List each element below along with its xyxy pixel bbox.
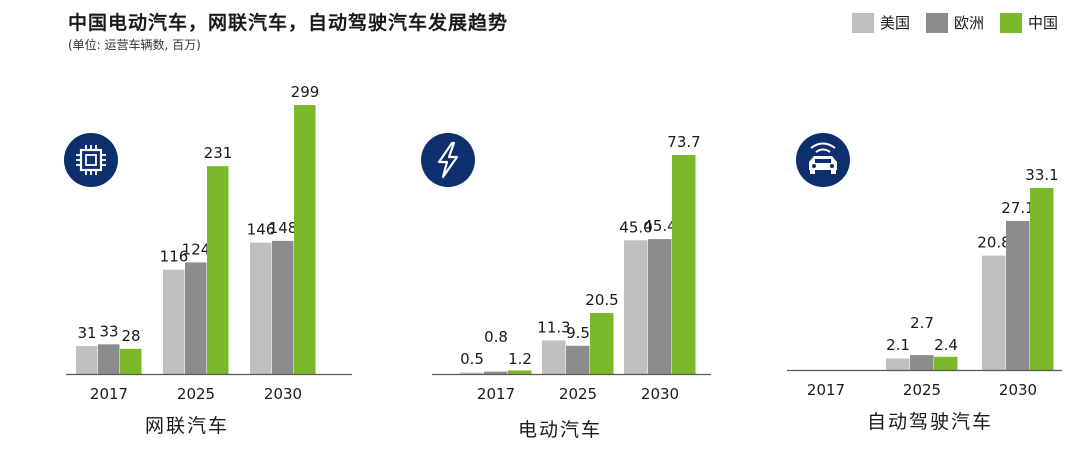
chart-title: 电动汽车 — [518, 419, 602, 441]
bar — [672, 155, 696, 374]
bar — [484, 371, 508, 374]
data-label: 1.2 — [508, 350, 532, 368]
bar — [624, 240, 648, 374]
data-label: 148 — [269, 219, 298, 237]
x-tick-label: 2025 — [559, 385, 597, 403]
data-label: 20.5 — [585, 291, 618, 309]
data-label: 299 — [291, 83, 320, 101]
bar — [120, 348, 142, 374]
car-windshield — [815, 159, 831, 163]
data-label: 73.7 — [667, 133, 700, 151]
data-label: 0.8 — [484, 328, 508, 346]
legend: 美国 欧洲 中国 — [851, 12, 1058, 33]
data-label: 28 — [121, 327, 140, 345]
bar — [590, 313, 614, 374]
bar — [934, 356, 958, 370]
legend-label-china: 中国 — [1027, 14, 1058, 32]
legend-swatch-europe — [925, 12, 948, 33]
bar — [207, 166, 229, 374]
bar — [250, 242, 272, 374]
x-tick-label: 2030 — [264, 385, 302, 403]
bar — [648, 239, 672, 374]
data-label: 2.1 — [886, 336, 910, 354]
data-label: 27.1 — [1001, 199, 1034, 217]
legend-label-europe: 欧洲 — [953, 14, 984, 32]
bar — [886, 358, 910, 370]
data-label: 2.7 — [910, 314, 934, 332]
legend-item-europe: 欧洲 — [925, 12, 984, 33]
data-label: 33 — [99, 322, 118, 340]
bar — [460, 372, 484, 374]
car-wheel — [831, 170, 836, 174]
data-label: 9.5 — [566, 324, 590, 342]
x-tick-label: 2025 — [177, 385, 215, 403]
data-label: 116 — [160, 248, 189, 266]
data-label: 33.1 — [1025, 166, 1058, 184]
chart-panel-2: 0.50.81.2 2017 11.39.5 20.5 2025 45.045.4 73.7… — [432, 133, 711, 441]
x-tick-label: 2017 — [807, 381, 845, 399]
x-tick-label: 2025 — [903, 381, 941, 399]
legend-item-china: 中国 — [999, 12, 1058, 33]
lightning-bolt — [437, 141, 459, 179]
bar — [1030, 188, 1054, 370]
signal-arc — [810, 142, 836, 149]
autonomous-car-icon — [796, 133, 850, 187]
bar — [294, 105, 316, 374]
data-label: 20.8 — [977, 234, 1010, 252]
bar — [566, 345, 590, 374]
data-label: 31 — [77, 324, 96, 342]
chart-title: 网联汽车 — [145, 415, 229, 437]
car-headlight — [830, 164, 834, 168]
bar — [185, 262, 207, 374]
legend-swatch-us — [851, 12, 874, 33]
chip-icon — [64, 133, 118, 187]
bar — [910, 355, 934, 370]
x-tick-label: 2030 — [641, 385, 679, 403]
data-label: 45.4 — [643, 217, 676, 235]
x-tick-label: 2017 — [90, 385, 128, 403]
x-tick-label: 2017 — [477, 385, 515, 403]
data-label: 2.4 — [934, 336, 958, 354]
bar — [98, 344, 120, 374]
data-label: 146 — [247, 221, 276, 239]
page-title: 中国电动汽车，网联汽车，自动驾驶汽车发展趋势 — [68, 12, 509, 34]
bar — [1006, 220, 1030, 370]
signal-arc — [815, 148, 831, 153]
bar — [76, 346, 98, 374]
page-subtitle: (单位: 运营车辆数, 百万) — [68, 38, 201, 52]
data-label: 45.0 — [619, 218, 652, 236]
car-wheel — [810, 170, 815, 174]
bar — [982, 255, 1006, 370]
data-label: 231 — [204, 144, 233, 162]
data-label: 11.3 — [537, 318, 570, 336]
data-label: 0.5 — [460, 350, 484, 368]
legend-item-us: 美国 — [851, 12, 910, 33]
bar — [542, 340, 566, 374]
data-label: 124 — [182, 240, 211, 258]
chart-panel-3: 2017 2.12.72.4 2025 20.8 27.1 33.1 2030 自动驾驶汽车 — [787, 166, 1062, 433]
x-tick-label: 2030 — [999, 381, 1037, 399]
lightning-icon-bg — [421, 133, 475, 187]
chip-icon-bg — [64, 133, 118, 187]
legend-label-us: 美国 — [879, 14, 910, 32]
chart-title: 自动驾驶汽车 — [867, 411, 993, 433]
legend-swatch-china — [999, 12, 1022, 33]
car-headlight — [812, 164, 816, 168]
chip-core — [85, 154, 97, 166]
lightning-icon — [421, 133, 475, 187]
bar — [272, 240, 294, 374]
bar — [163, 269, 185, 374]
bar — [508, 370, 532, 374]
